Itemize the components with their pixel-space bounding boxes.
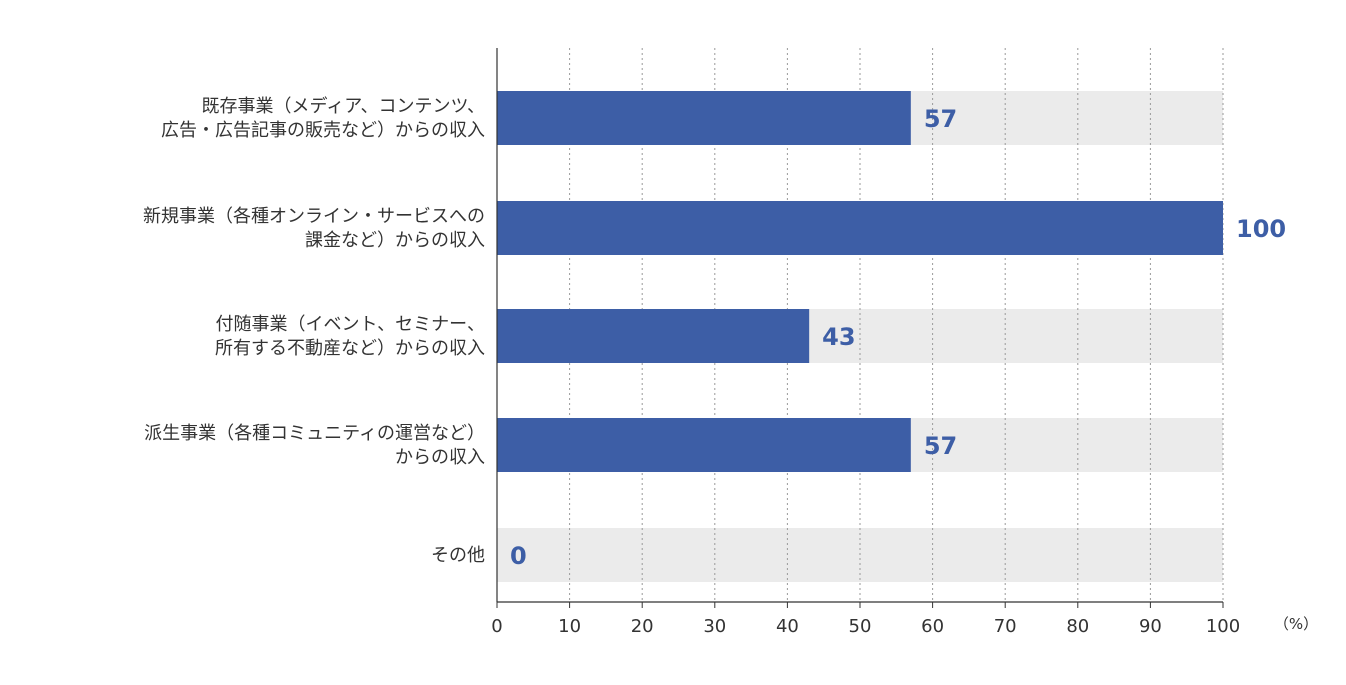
value-label: 57: [924, 105, 957, 133]
value-label: 57: [924, 432, 957, 460]
category-label: 派生事業（各種コミュニティの運営など） からの収入: [144, 423, 485, 468]
bar: [497, 309, 810, 363]
bar: [497, 201, 1223, 255]
bars: [497, 91, 1223, 472]
unit-label: （%）: [1274, 615, 1318, 633]
category-label-line: 既存事業（メディア、コンテンツ、: [202, 96, 486, 117]
x-tick-label: 60: [921, 616, 944, 637]
value-label: 100: [1236, 215, 1286, 243]
category-label-line: 新規事業（各種オンライン・サービスへの: [143, 206, 485, 227]
x-tick-label: 90: [1139, 616, 1162, 637]
x-tick-label: 20: [631, 616, 654, 637]
x-tick-label: 30: [703, 616, 726, 637]
category-label-line: 課金など）からの収入: [305, 230, 485, 251]
axes: [496, 48, 1224, 608]
x-tick-label: 40: [776, 616, 799, 637]
category-label-line: 広告・広告記事の販売など）からの収入: [161, 120, 485, 141]
labels: 0 10 20 30 40 50 60 70 80 90 100 （%） 既存事業（メディア、コンテンツ…: [143, 96, 1318, 637]
category-label-line: 付随事業（イベント、セミナー、: [216, 314, 485, 335]
x-tick-label: 10: [558, 616, 581, 637]
category-label-line: 派生事業（各種コミュニティの運営など）: [144, 423, 485, 444]
category-label: 付随事業（イベント、セミナー、所有する不動産など）からの収入: [215, 314, 485, 359]
x-tick-label: 50: [849, 616, 872, 637]
x-tick-label: 0: [491, 616, 502, 637]
value-label: 43: [822, 323, 855, 351]
x-tick-label: 80: [1066, 616, 1089, 637]
category-label-line: からの収入: [395, 447, 485, 468]
value-label: 0: [510, 542, 527, 570]
category-label: その他: [431, 545, 485, 566]
category-label-line: 所有する不動産など）からの収入: [215, 338, 485, 359]
category-label: 新規事業（各種オンライン・サービスへの課金など）からの収入: [143, 206, 485, 251]
x-tick-label: 70: [994, 616, 1017, 637]
bar: [497, 418, 911, 472]
category-label-line: その他: [431, 545, 485, 566]
category-label: 既存事業（メディア、コンテンツ、広告・広告記事の販売など）からの収入: [161, 96, 485, 141]
x-tick-label: 100: [1206, 616, 1240, 637]
bar: [497, 91, 911, 145]
